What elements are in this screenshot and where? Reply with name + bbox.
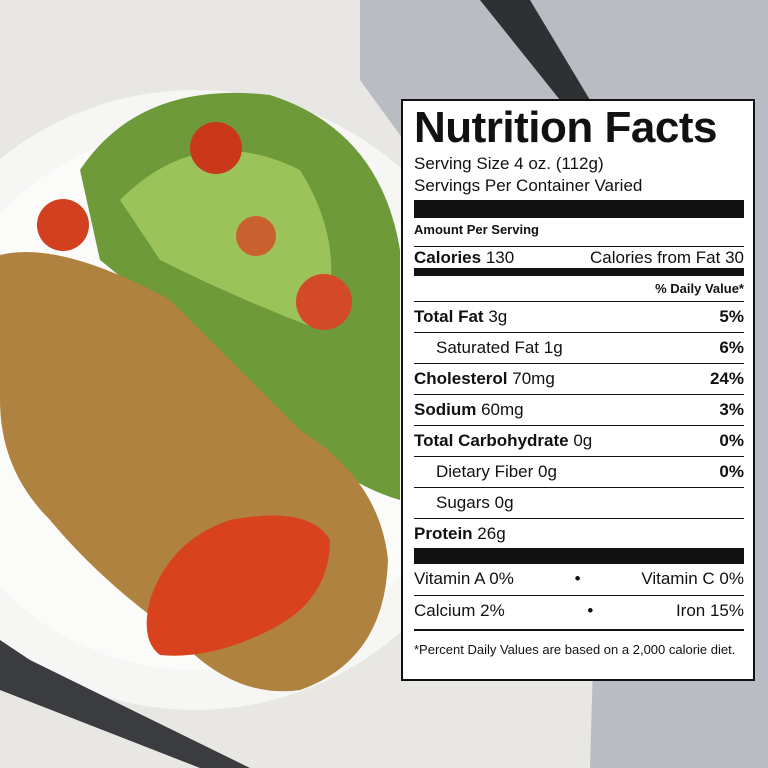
nutrient-name: Sugars [436, 493, 490, 512]
amount-per-serving: Amount Per Serving [414, 222, 539, 237]
nutrient-row: Total Carbohydrate 0g 0% [414, 425, 744, 456]
tomato [37, 199, 89, 251]
nutrient-left: Protein 26g [414, 524, 506, 544]
daily-value: 3% [719, 400, 744, 419]
daily-value: 24% [709, 369, 744, 388]
nutrient-amount: 26g [477, 524, 506, 543]
nutrient-amount: 70mg [512, 369, 555, 388]
tomato [236, 216, 276, 256]
separator: • [587, 600, 594, 620]
nutrient-left: Total Fat 3g [414, 307, 507, 327]
nutrient-row: Sodium 60mg 3% [414, 394, 744, 425]
nutrient-row: Protein 26g [414, 518, 744, 549]
nutrient-left: Sodium 60mg [414, 400, 524, 420]
calories-from-fat: Calories from Fat 30 [590, 248, 744, 267]
servings-per-container: Servings Per Container Varied [414, 176, 643, 195]
calories-row: Calories 130 Calories from Fat 30 [414, 246, 744, 268]
daily-value: 0% [719, 431, 744, 450]
daily-value: 5% [719, 307, 744, 326]
nutrient-row: Saturated Fat 1g 6% [414, 332, 744, 363]
footnote: *Percent Daily Values are based on a 2,0… [414, 642, 736, 657]
nutrient-name: Saturated Fat [436, 338, 540, 357]
rule [414, 629, 744, 631]
salad-leaves [120, 150, 332, 330]
vitamin-row: Vitamin A 0% • Vitamin C 0% [414, 564, 744, 594]
nutrient-left: Dietary Fiber 0g [436, 462, 557, 482]
nutrient-name: Total Carbohydrate [414, 431, 569, 450]
vitamin-left: Calcium 2% [414, 600, 505, 620]
nutrient-amount: 0g [538, 462, 557, 481]
calories-value: 130 [485, 248, 515, 267]
nutrient-left: Total Carbohydrate 0g [414, 431, 592, 451]
vitamin-left: Vitamin A 0% [414, 569, 514, 588]
thick-rule [414, 200, 744, 218]
nutrient-left: Cholesterol 70mg [414, 369, 555, 389]
knife [480, 0, 590, 100]
nutrient-row: Cholesterol 70mg 24% [414, 363, 744, 394]
daily-value: 6% [719, 338, 744, 357]
nutrient-row: Dietary Fiber 0g 0% [414, 456, 744, 487]
nutrient-name: Sodium [414, 400, 477, 419]
tomato [190, 122, 242, 174]
thick-rule [414, 548, 744, 564]
nutrient-amount: 60mg [481, 400, 524, 419]
nutrient-amount: 0g [573, 431, 593, 450]
nutrient-row: Sugars 0g [414, 487, 744, 518]
fork [0, 640, 250, 768]
daily-value-header: % Daily Value* [655, 281, 744, 296]
medium-rule [414, 268, 744, 276]
nutrient-name: Total Fat [414, 307, 484, 326]
daily-value: 0% [719, 462, 744, 481]
nutrient-name: Protein [414, 524, 473, 543]
separator: • [574, 569, 581, 588]
vitamin-right: Iron 15% [675, 600, 744, 620]
nutrient-name: Dietary Fiber [436, 462, 534, 481]
nutrient-left: Saturated Fat 1g [436, 338, 563, 358]
nutrient-row: Total Fat 3g 5% [414, 301, 744, 332]
nutrient-amount: 3g [488, 307, 508, 326]
nutrient-left: Sugars 0g [436, 493, 514, 513]
nutrition-label: Nutrition Facts Serving Size 4 oz. (112g… [401, 99, 755, 681]
nutrient-amount: 1g [543, 338, 563, 357]
serving-size: Serving Size 4 oz. (112g) [414, 154, 604, 173]
calories-label: Calories [414, 248, 482, 267]
vitamin-row: Calcium 2% • Iron 15% [414, 595, 744, 625]
vitamin-right: Vitamin C 0% [641, 569, 744, 588]
label-title: Nutrition Facts [414, 103, 717, 152]
tomato [296, 274, 352, 330]
sauce [146, 515, 330, 656]
nutrient-name: Cholesterol [414, 369, 508, 388]
nutrient-amount: 0g [494, 493, 514, 512]
